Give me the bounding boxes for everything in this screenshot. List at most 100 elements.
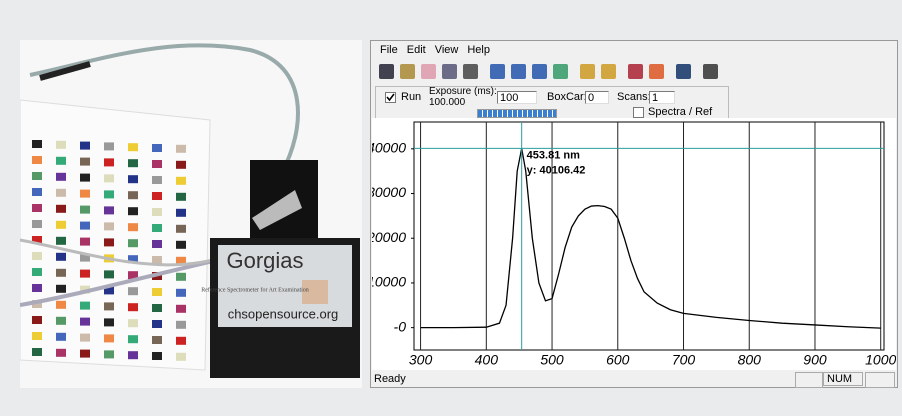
swatch [32, 252, 42, 260]
swatch [56, 236, 66, 245]
toolbar-button[interactable] [421, 64, 436, 79]
x-tick-label: 400 [475, 352, 499, 368]
swatch [56, 332, 66, 341]
toolbar-button[interactable] [553, 64, 568, 79]
toolbar-button[interactable] [400, 64, 415, 79]
swatch [32, 332, 42, 340]
swatch [104, 238, 114, 247]
swatch [128, 303, 138, 312]
swatch [176, 208, 186, 217]
progress-bar [477, 109, 557, 118]
swatch [176, 352, 186, 361]
url: chsopensource.org [228, 306, 339, 321]
swatch [152, 352, 162, 360]
y-tick-label: 40000 [372, 140, 406, 156]
probe [39, 61, 91, 81]
swatch [104, 174, 114, 183]
toolbar-button[interactable] [379, 64, 394, 79]
toolbar-button[interactable] [442, 64, 457, 79]
swatch [176, 224, 186, 233]
plot: 300 400 500 600 700 800 900 1000 -0 10000 20000 300… [372, 118, 896, 370]
toolbar-button[interactable] [490, 64, 505, 79]
swatch [152, 176, 162, 184]
spectra-ref-label: Spectra / Ref [648, 106, 713, 118]
swatch [32, 172, 42, 180]
swatch [152, 224, 162, 232]
swatch [56, 268, 66, 277]
swatch [80, 333, 90, 342]
scans-input[interactable]: 1 [649, 91, 675, 104]
exposure-value: 100.000 [429, 97, 466, 108]
swatch [176, 256, 186, 265]
subtitle: Reference Spectrometer for Art Examinati… [201, 286, 309, 293]
swatch [80, 221, 90, 230]
device-label [218, 245, 352, 327]
swatch [104, 334, 114, 343]
run-checkbox[interactable] [385, 92, 396, 103]
swatch [128, 143, 138, 152]
scans-label: Scans: [617, 91, 651, 103]
swatch [128, 351, 138, 360]
toolbar-button[interactable] [580, 64, 595, 79]
swatch [56, 204, 66, 213]
swatch [176, 160, 186, 169]
photo: Gorgias Reference Spectrometer for Art E… [20, 40, 362, 388]
swatch [152, 240, 162, 248]
toolbar-button[interactable] [511, 64, 526, 79]
menu-item[interactable]: File [380, 44, 398, 56]
toolbar-button[interactable] [703, 64, 718, 79]
swatch [104, 350, 114, 359]
swatch [152, 304, 162, 312]
swatch [152, 336, 162, 344]
plot-frame [413, 121, 885, 351]
swatch [80, 301, 90, 310]
swatch [80, 253, 90, 262]
y-tick-label: 10000 [372, 274, 406, 290]
swatch [56, 284, 66, 293]
spectra-ref-checkbox[interactable] [633, 107, 644, 118]
check-mark [386, 93, 395, 102]
toolbar-button[interactable] [676, 64, 691, 79]
boxcar-label: BoxCar: [547, 91, 587, 103]
swatch [32, 204, 42, 212]
x-tick-label: 800 [738, 352, 762, 368]
toolbar-button[interactable] [463, 64, 478, 79]
portrait [302, 280, 328, 304]
swatch [80, 317, 90, 326]
cursor-y-label: y: 40106.42 [527, 164, 586, 176]
swatch [32, 156, 42, 164]
toolbar-button[interactable] [649, 64, 664, 79]
swatch [32, 220, 42, 228]
swatch [152, 256, 162, 264]
menu-item[interactable]: View [434, 44, 459, 56]
swatch [56, 140, 66, 149]
swatch [176, 288, 186, 297]
menu-item[interactable]: Edit [406, 44, 426, 56]
swatch [152, 192, 162, 200]
swatch [176, 240, 186, 249]
swatch [176, 272, 186, 281]
swatch [32, 236, 42, 244]
swatch [176, 336, 186, 345]
menu-item[interactable]: Help [467, 44, 490, 56]
swatch [56, 348, 66, 357]
swatch [104, 222, 114, 231]
swatch [80, 237, 90, 246]
swatch [56, 316, 66, 325]
cursor-x-label: 453.81 nm [527, 149, 580, 161]
swatch [104, 142, 114, 151]
swatch [128, 287, 138, 296]
toolbar-button[interactable] [628, 64, 643, 79]
swatch [104, 190, 114, 199]
exposure-input[interactable]: 100 [497, 91, 537, 104]
toolbar-button[interactable] [532, 64, 547, 79]
y-tick-label: 30000 [372, 184, 406, 200]
swatch [56, 300, 66, 309]
toolbar-button[interactable] [601, 64, 616, 79]
menu-bar: File Edit View Help [371, 44, 490, 56]
swatch [152, 288, 162, 296]
boxcar-input[interactable]: 0 [585, 91, 609, 104]
x-tick-label: 700 [672, 352, 696, 368]
swatch [80, 173, 90, 182]
x-tick-label: 900 [803, 352, 827, 368]
